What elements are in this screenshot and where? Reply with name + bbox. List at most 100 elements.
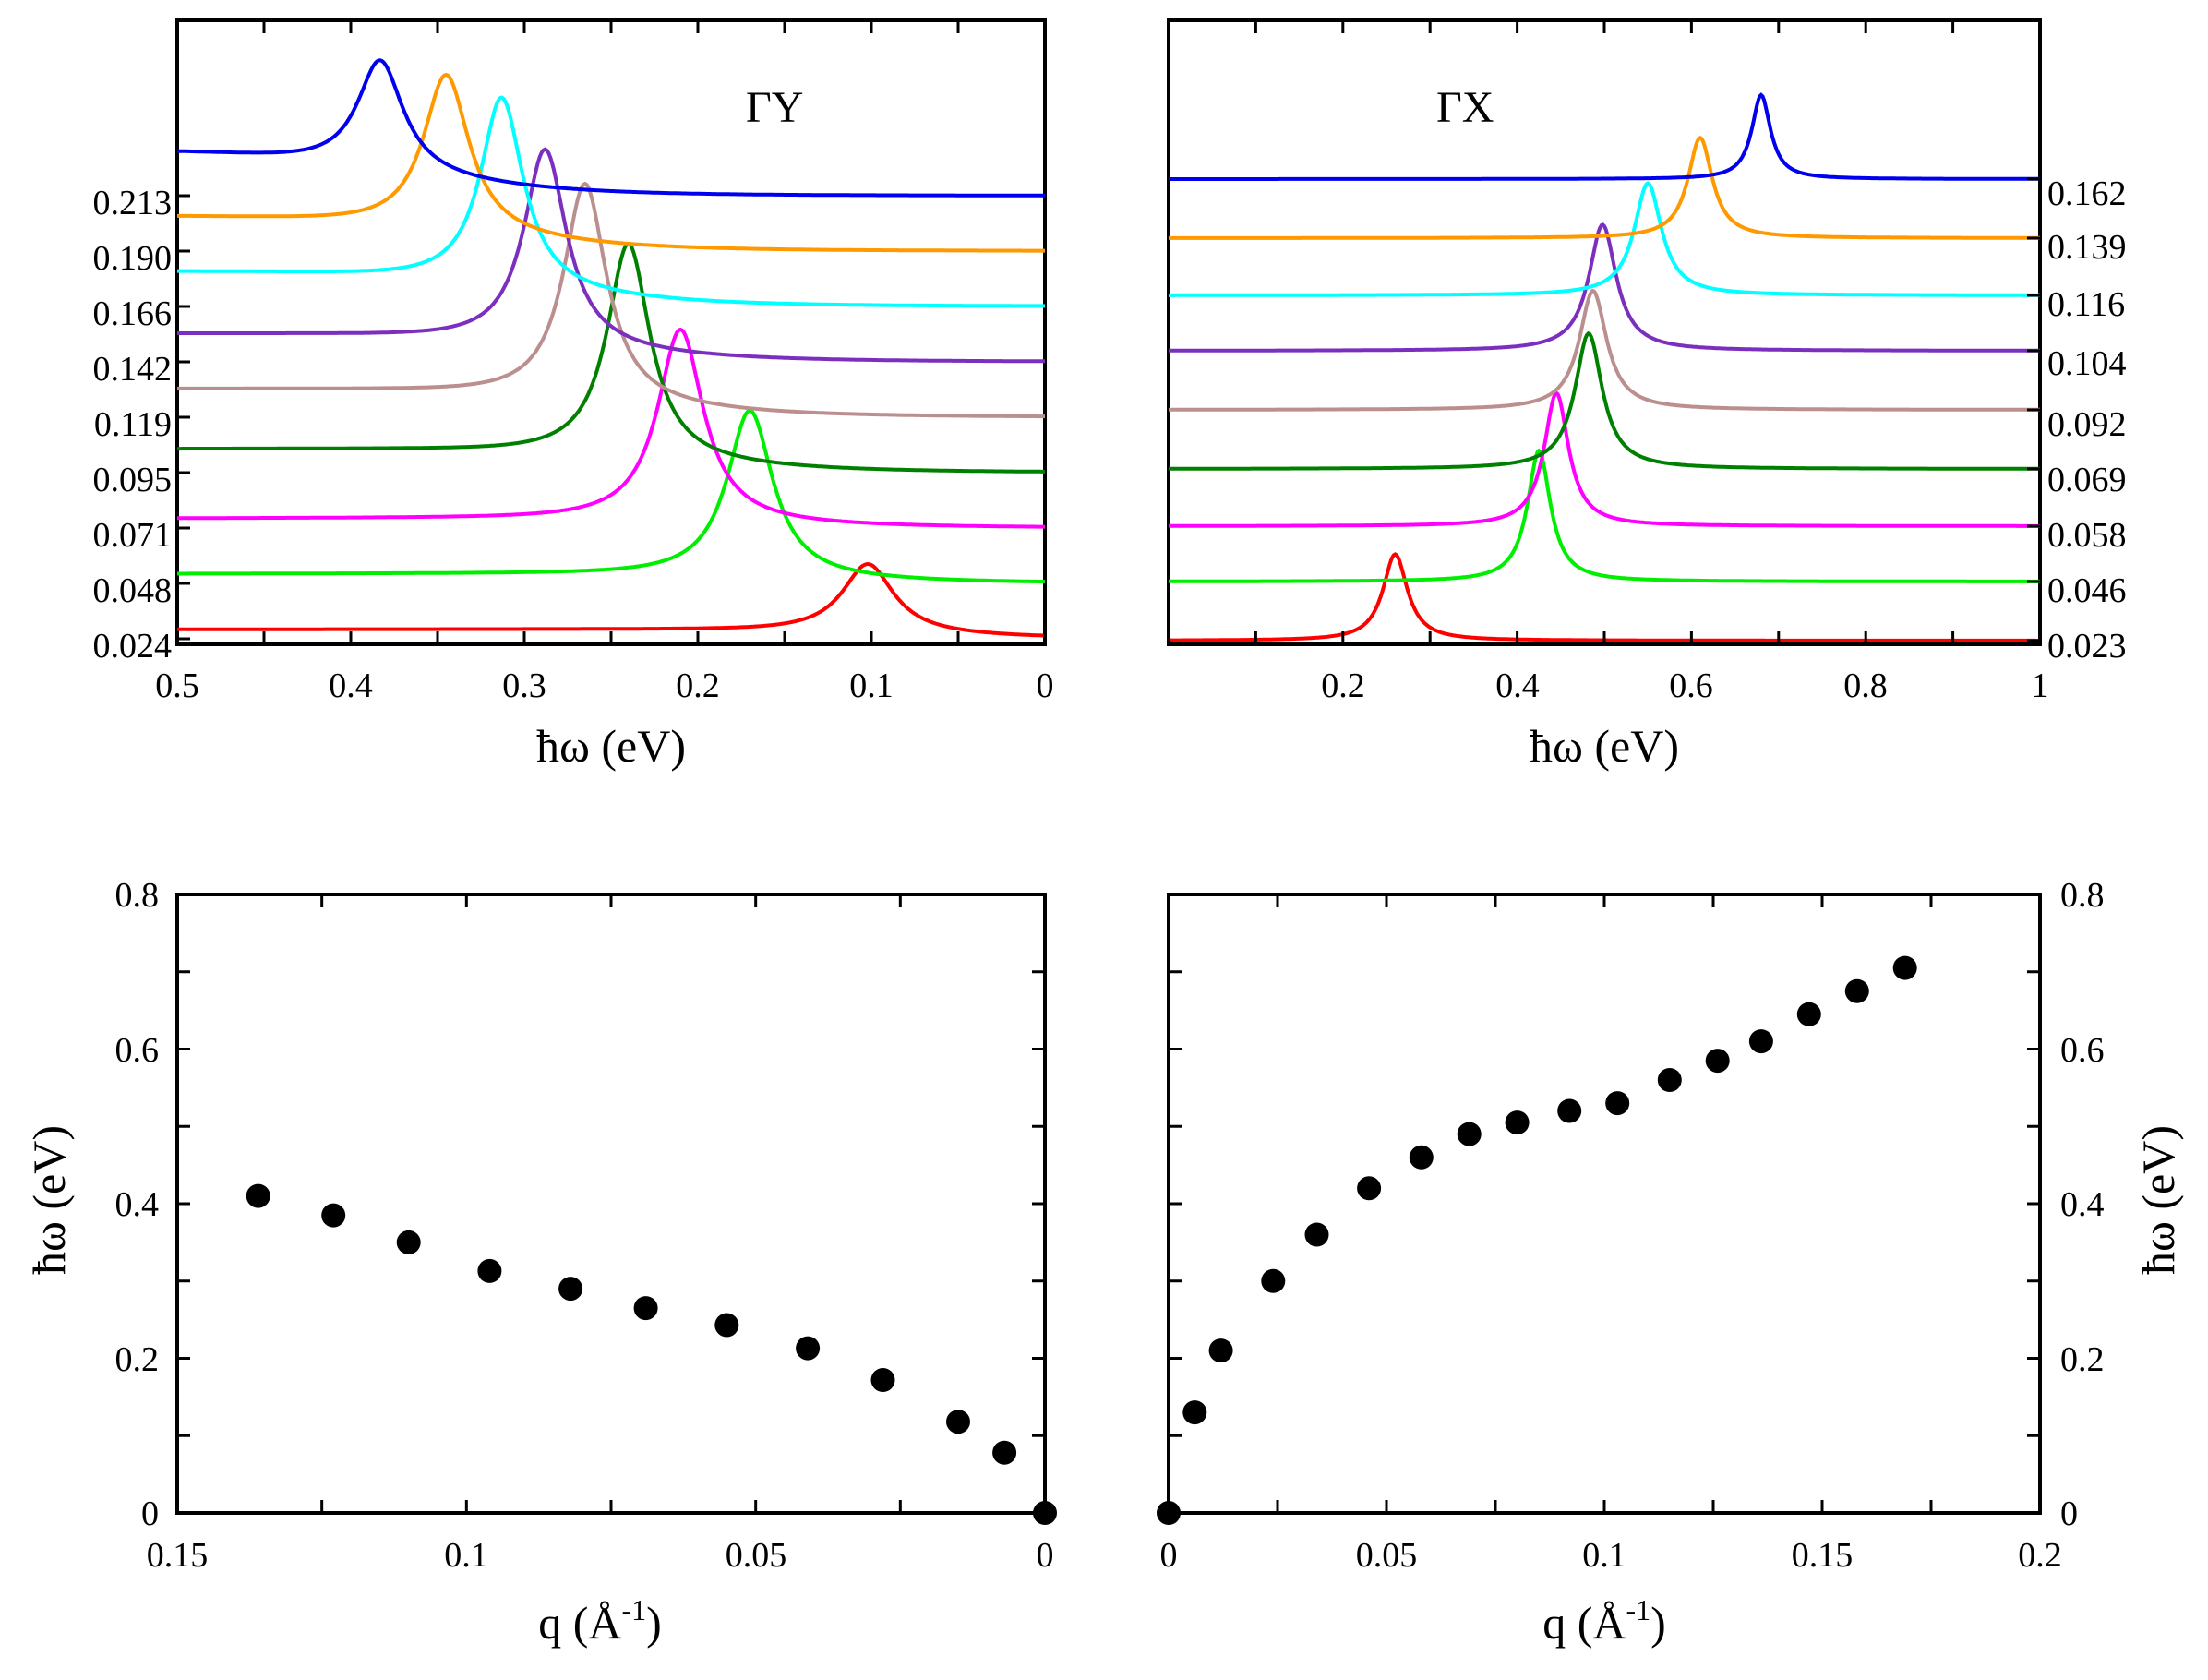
gy-dispersion-ticks	[175, 893, 1047, 1515]
gy-spectra-x-tick-label: 0.5	[155, 666, 199, 705]
gx-spectra-x-tick-label: 0.8	[1843, 666, 1888, 705]
gx-spectra-x-tick-label: 0.4	[1495, 666, 1540, 705]
gx-dispersion-panel: 0 0.05 0.1 0.15 0.2 0 0.2 0.4 0.6 0.8 q …	[1157, 876, 2184, 1649]
gx-offset-label: 0.092	[2047, 405, 2127, 444]
gx-dispersion-frame	[1167, 893, 2042, 1515]
gx-dispersion-point	[1409, 1145, 1434, 1170]
gx-spectrum-curve	[1169, 448, 2040, 583]
gy-dispersion-y-tick-label: 0.2	[115, 1340, 160, 1379]
gx-dispersion-x-tick-label: 0.05	[1356, 1536, 1418, 1575]
gx-spectrum-curve	[1169, 390, 2040, 528]
gy-spectrum-curve	[177, 181, 1045, 419]
gy-dispersion-y-tick-labels: 0 0.2 0.4 0.6 0.8	[115, 876, 160, 1533]
gx-dispersion-x-tick-label: 0	[1160, 1536, 1178, 1575]
gx-spectrum-curve	[1169, 181, 2040, 297]
gy-dispersion-point	[870, 1368, 895, 1392]
gx-dispersion-y-tick-label: 0.6	[2060, 1031, 2105, 1070]
gy-spectra-panel: 0.5 0.4 0.3 0.2 0.1 0 0.024 0.048 0.071 …	[93, 18, 1054, 772]
gx-dispersion-point	[1705, 1049, 1730, 1074]
gy-offset-label: 0.095	[93, 461, 173, 499]
gy-spectra-curves	[176, 58, 1046, 638]
gx-dispersion-x-axis-title: q (Å-1)	[1542, 1593, 1666, 1649]
gx-offset-label: 0.058	[2047, 516, 2127, 555]
gx-offset-label: 0.069	[2047, 461, 2127, 499]
gy-dispersion-panel: 0.15 0.1 0.05 0 0 0.2 0.4 0.6 0.8 q (Å-1…	[23, 876, 1057, 1649]
gy-dispersion-y-axis-title: ħω (eV)	[23, 1125, 75, 1275]
gx-dispersion-x-tick-label: 0.15	[1792, 1536, 1854, 1575]
gy-offset-label: 0.024	[93, 627, 173, 666]
gx-dispersion-point	[1261, 1268, 1286, 1293]
gx-spectra-panel: 0.2 0.4 0.6 0.8 1 0.023 0.046 0.058 0.06…	[1167, 18, 2127, 772]
gy-dispersion-frame	[175, 893, 1047, 1515]
gx-dispersion-x-tick-labels: 0 0.05 0.1 0.15 0.2	[1160, 1536, 2062, 1575]
gy-dispersion-y-tick-label: 0.8	[115, 876, 160, 915]
gy-dispersion-point	[946, 1410, 970, 1434]
gx-dispersion-point	[1182, 1400, 1207, 1425]
gy-dispersion-point	[246, 1183, 270, 1208]
gx-dispersion-y-tick-label: 0.8	[2060, 876, 2105, 915]
gx-spectra-x-tick-label: 0.2	[1321, 666, 1365, 705]
gx-spectra-x-tick-label: 1	[2032, 666, 2049, 705]
gy-spectrum-curve	[177, 561, 1045, 638]
gy-dispersion-y-tick-label: 0.4	[115, 1185, 160, 1224]
gy-dispersion-point	[796, 1336, 821, 1361]
gy-spectrum-curve	[177, 72, 1045, 253]
gx-spectra-ticks	[1167, 20, 2042, 644]
gx-dispersion-y-tick-label: 0	[2060, 1494, 2078, 1533]
gy-spectrum-curve	[177, 408, 1046, 584]
gy-spectrum-curve	[177, 147, 1045, 364]
gy-dispersion-point	[396, 1230, 421, 1254]
gx-offset-label: 0.139	[2047, 228, 2127, 267]
gy-spectra-x-tick-label: 0.2	[676, 666, 720, 705]
gy-dispersion-point	[714, 1313, 739, 1338]
gx-spectra-x-axis-title: ħω (eV)	[1530, 720, 1679, 772]
gy-spectra-x-tick-labels: 0.5 0.4 0.3 0.2 0.1 0	[155, 666, 1053, 705]
gx-dispersion-y-tick-label: 0.2	[2060, 1340, 2105, 1379]
gy-offset-label: 0.119	[94, 405, 172, 444]
gy-spectrum-curve	[177, 95, 1046, 308]
gy-dispersion-point	[992, 1440, 1017, 1465]
gx-dispersion-x-tick-label: 0.2	[2018, 1536, 2062, 1575]
gy-dispersion-point	[1033, 1501, 1057, 1525]
gx-dispersion-x-tick-label: 0.1	[1582, 1536, 1626, 1575]
gx-dispersion-point	[1657, 1068, 1682, 1092]
gy-spectra-ticks	[175, 20, 1047, 644]
gy-spectra-x-tick-label: 0	[1037, 666, 1054, 705]
gx-offset-label: 0.023	[2047, 627, 2127, 666]
gy-offset-label: 0.166	[93, 294, 173, 333]
gx-dispersion-point	[1796, 1002, 1821, 1026]
gy-dispersion-x-tick-label: 0	[1037, 1536, 1054, 1575]
gx-offset-label: 0.116	[2047, 285, 2125, 324]
gx-spectra-offset-labels: 0.023 0.046 0.058 0.069 0.092 0.104 0.11…	[2047, 174, 2127, 666]
gx-dispersion-point	[1505, 1110, 1530, 1135]
gy-spectra-x-axis-title: ħω (eV)	[536, 720, 686, 772]
gx-dispersion-point	[1208, 1338, 1233, 1363]
gy-spectrum-curve	[176, 58, 1045, 198]
gx-spectra-x-tick-label: 0.6	[1669, 666, 1713, 705]
gy-spectrum-curve	[177, 241, 1045, 474]
gx-offset-label: 0.046	[2047, 571, 2127, 610]
gy-offset-label: 0.213	[93, 184, 173, 222]
gx-spectrum-curve	[1169, 92, 2040, 181]
gx-dispersion-y-tick-label: 0.4	[2060, 1185, 2105, 1224]
gx-dispersion-point	[1304, 1222, 1329, 1247]
gy-dispersion-point	[321, 1203, 346, 1228]
gy-offset-label: 0.190	[93, 239, 173, 278]
gy-spectrum-curve	[177, 327, 1045, 529]
gx-spectrum-curve	[1169, 330, 2040, 471]
gy-spectra-offset-labels: 0.024 0.048 0.071 0.095 0.119 0.142 0.16…	[93, 184, 173, 666]
gx-dispersion-point	[1892, 955, 1917, 980]
gy-dispersion-point	[477, 1258, 502, 1283]
gx-spectra-curves	[1169, 92, 2040, 642]
gx-dispersion-y-axis-title: ħω (eV)	[2132, 1125, 2184, 1275]
gx-dispersion-ticks	[1167, 893, 2042, 1515]
gy-dispersion-point	[558, 1277, 583, 1302]
gx-dispersion-point	[1748, 1029, 1773, 1054]
gx-panel-label: ΓX	[1436, 83, 1494, 132]
gx-dispersion-points	[1157, 955, 1917, 1525]
gx-spectrum-curve	[1169, 552, 2040, 642]
gx-dispersion-point	[1357, 1176, 1382, 1201]
gy-offset-label: 0.142	[93, 350, 173, 389]
gx-spectra-x-tick-labels: 0.2 0.4 0.6 0.8 1	[1321, 666, 2048, 705]
gx-offset-label: 0.162	[2047, 174, 2127, 213]
